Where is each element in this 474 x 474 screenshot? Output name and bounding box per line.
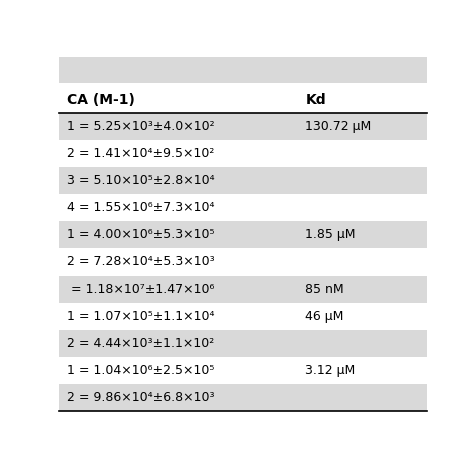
Text: 46 μM: 46 μM bbox=[305, 310, 344, 323]
Text: 1 = 1.07×10⁵±1.1×10⁴: 1 = 1.07×10⁵±1.1×10⁴ bbox=[66, 310, 214, 323]
Text: 1 = 4.00×10⁶±5.3×10⁵: 1 = 4.00×10⁶±5.3×10⁵ bbox=[66, 228, 214, 241]
Bar bbox=[59, 357, 427, 384]
Text: 3 = 5.10×10⁵±2.8×10⁴: 3 = 5.10×10⁵±2.8×10⁴ bbox=[66, 174, 214, 187]
Bar bbox=[59, 221, 427, 248]
Bar bbox=[59, 194, 427, 221]
Bar bbox=[59, 167, 427, 194]
Text: 2 = 4.44×10³±1.1×10²: 2 = 4.44×10³±1.1×10² bbox=[66, 337, 214, 350]
Text: 4 = 1.55×10⁶±7.3×10⁴: 4 = 1.55×10⁶±7.3×10⁴ bbox=[66, 201, 214, 214]
Bar bbox=[59, 275, 427, 302]
Text: 1 = 5.25×10³±4.0×10²: 1 = 5.25×10³±4.0×10² bbox=[66, 120, 214, 133]
Bar bbox=[59, 113, 427, 140]
Text: 1 = 1.04×10⁶±2.5×10⁵: 1 = 1.04×10⁶±2.5×10⁵ bbox=[66, 364, 214, 377]
Text: 85 nM: 85 nM bbox=[305, 283, 344, 296]
Text: CA (M-1): CA (M-1) bbox=[66, 92, 135, 107]
Text: Kd: Kd bbox=[305, 92, 326, 107]
Bar bbox=[59, 302, 427, 330]
Text: 1.85 μM: 1.85 μM bbox=[305, 228, 356, 241]
Bar bbox=[59, 140, 427, 167]
Text: = 1.18×10⁷±1.47×10⁶: = 1.18×10⁷±1.47×10⁶ bbox=[66, 283, 214, 296]
Text: 3.12 μM: 3.12 μM bbox=[305, 364, 356, 377]
Bar bbox=[59, 248, 427, 275]
Bar bbox=[59, 330, 427, 357]
Bar bbox=[59, 83, 427, 113]
Bar bbox=[59, 384, 427, 411]
Text: 2 = 1.41×10⁴±9.5×10²: 2 = 1.41×10⁴±9.5×10² bbox=[66, 147, 214, 160]
Bar bbox=[59, 57, 427, 83]
Text: 2 = 7.28×10⁴±5.3×10³: 2 = 7.28×10⁴±5.3×10³ bbox=[66, 255, 214, 268]
Text: 2 = 9.86×10⁴±6.8×10³: 2 = 9.86×10⁴±6.8×10³ bbox=[66, 391, 214, 404]
Text: 130.72 μM: 130.72 μM bbox=[305, 120, 372, 133]
